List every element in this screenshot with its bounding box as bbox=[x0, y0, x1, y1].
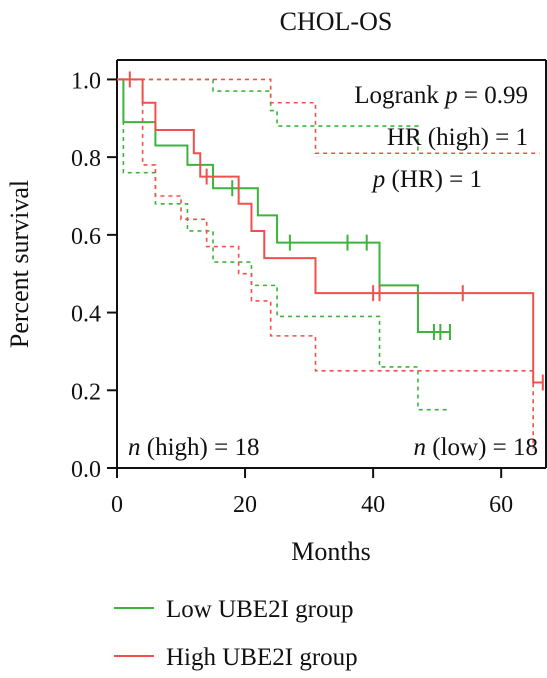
series-high-group bbox=[117, 71, 544, 449]
y-tick-label: 0.2 bbox=[71, 379, 101, 405]
n-low-annotation: n (low) = 18 bbox=[414, 434, 539, 461]
y-axis-label: Percent survival bbox=[5, 180, 34, 348]
y-tick-label: 0.8 bbox=[71, 146, 101, 172]
x-tick-label: 60 bbox=[489, 492, 513, 518]
legend-item-high: High UBE2I group bbox=[114, 644, 358, 671]
logrank-prefix: Logrank bbox=[354, 82, 445, 109]
y-tick-label: 0.4 bbox=[71, 302, 101, 328]
x-tick-label: 20 bbox=[233, 492, 257, 518]
y-tick-label: 0.0 bbox=[71, 457, 101, 483]
x-tick-label: 40 bbox=[361, 492, 385, 518]
y-tick-label: 0.6 bbox=[71, 224, 101, 250]
legend-item-low: Low UBE2I group bbox=[114, 596, 353, 623]
n-low-n: n bbox=[414, 434, 427, 461]
logrank-value: = 0.99 bbox=[458, 82, 528, 109]
legend-label-low: Low UBE2I group bbox=[166, 596, 353, 623]
survival-curve-low bbox=[117, 78, 450, 333]
n-high-n: n bbox=[128, 434, 141, 461]
n-high-annotation: n (high) = 18 bbox=[128, 434, 259, 461]
ci-upper-high bbox=[117, 78, 540, 155]
ci-lower-low bbox=[117, 78, 450, 411]
phr-value: (HR) = 1 bbox=[385, 166, 482, 193]
phr-p: p bbox=[371, 166, 386, 193]
legend-label-high: High UBE2I group bbox=[166, 644, 358, 671]
logrank-annotation: Logrank p = 0.99 bbox=[354, 82, 528, 109]
survival-curve-high bbox=[117, 78, 543, 384]
y-tick-label: 1.0 bbox=[71, 68, 101, 94]
chart-title: CHOL-OS bbox=[280, 7, 393, 36]
plot-frame bbox=[117, 60, 547, 468]
x-tick-label: 0 bbox=[111, 492, 123, 518]
n-high-value: (high) = 18 bbox=[141, 434, 260, 461]
legend: Low UBE2I group High UBE2I group bbox=[114, 596, 358, 671]
ci-lower-high bbox=[117, 78, 534, 449]
phr-annotation: p (HR) = 1 bbox=[371, 166, 482, 193]
logrank-p: p bbox=[443, 82, 458, 109]
hr-annotation: HR (high) = 1 bbox=[387, 124, 528, 151]
plot-area: 0 20 40 60 0.0 0.2 0.4 0.6 0.8 1.0 bbox=[71, 59, 547, 518]
x-axis-label: Months bbox=[291, 537, 370, 566]
n-low-value: (low) = 18 bbox=[426, 434, 538, 461]
